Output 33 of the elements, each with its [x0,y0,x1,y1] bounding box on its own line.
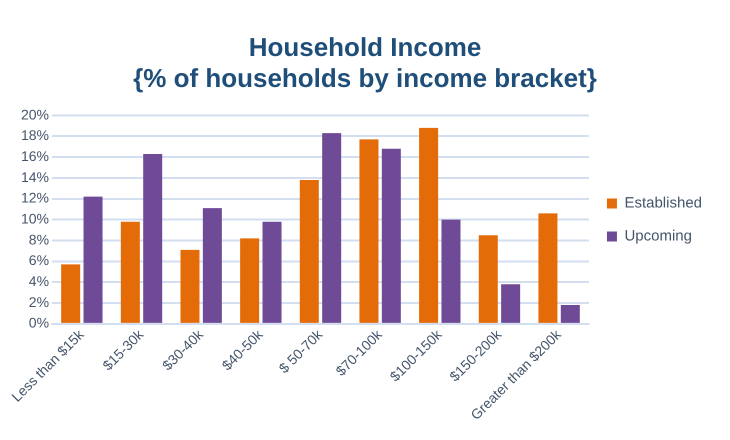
bar [300,180,319,323]
bar [143,154,162,323]
y-tick-label: 8% [28,231,50,248]
y-tick-label: 16% [20,148,50,164]
bar [478,235,498,323]
bar [61,264,80,323]
bar [180,250,200,323]
y-tick-label: 20% [20,106,50,122]
bar [501,284,520,323]
y-tick-label: 12% [20,190,50,206]
y-tick-label: 2% [28,294,50,310]
bar [262,222,282,323]
chart-title: Household Income [248,32,482,62]
chart-subtitle: {% of households by income bracket} [133,62,597,93]
bar [240,238,260,323]
y-tick-label: 14% [20,168,50,185]
legend-label: Upcoming [624,228,692,245]
y-tick-label: 10% [20,210,50,226]
y-tick-label: 4% [28,272,50,289]
bar [419,128,438,323]
bar [538,213,558,323]
y-tick-label: 6% [28,252,50,268]
bar [359,139,378,323]
bar [202,208,222,323]
bar [322,133,342,323]
bar [441,220,460,323]
y-tick-label: 0% [28,314,50,331]
bar [382,148,401,323]
bar [84,196,103,323]
bar [560,305,580,323]
legend-label: Established [624,194,702,212]
bar [120,222,140,323]
y-tick-label: 18% [20,127,50,144]
